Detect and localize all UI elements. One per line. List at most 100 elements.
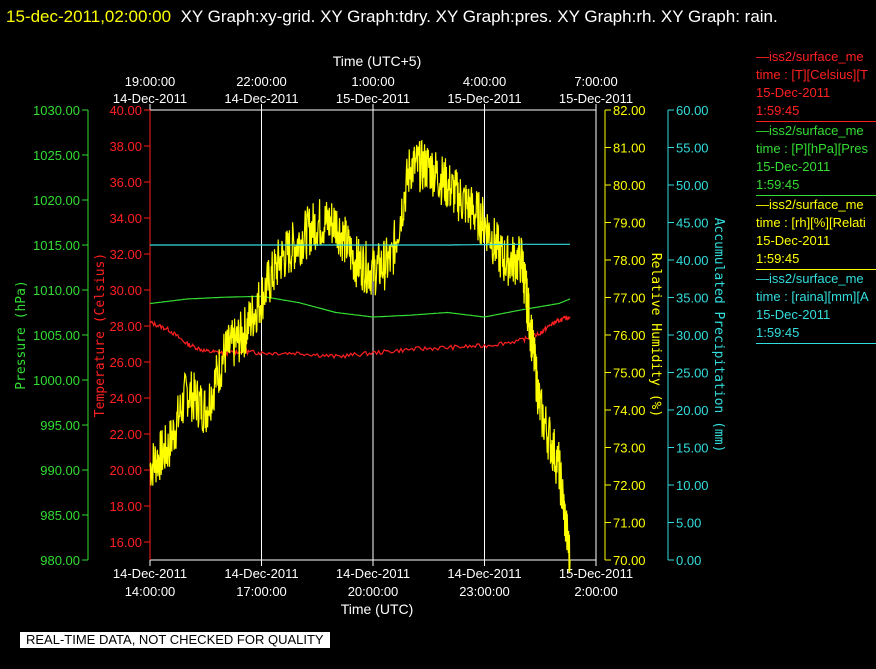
legend-line: time : [T][Celsius][T <box>756 67 868 82</box>
pressure-tick-label: 995.00 <box>40 418 80 433</box>
x-top-tick-label-date: 15-Dec-2011 <box>447 91 521 106</box>
rh-tick-label: 70.00 <box>613 553 646 568</box>
rain-tick-label: 25.00 <box>676 366 709 381</box>
rain-tick-label: 15.00 <box>676 441 709 456</box>
quality-notice: REAL-TIME DATA, NOT CHECKED FOR QUALITY <box>20 632 330 648</box>
x-tick-label-date: 14-Dec-2011 <box>447 566 521 581</box>
pressure-tick-label: 1020.00 <box>33 193 80 208</box>
x-top-tick-label-time: 1:00:00 <box>351 74 394 89</box>
rh-tick-label: 74.00 <box>613 403 646 418</box>
temperature-tick-label: 34.00 <box>109 211 142 226</box>
legend-line: —iss2/surface_me <box>756 49 864 64</box>
series-line-pressure <box>149 295 571 318</box>
temperature-tick-label: 26.00 <box>109 355 142 370</box>
series-line-temperature <box>149 315 571 360</box>
rain-tick-label: 60.00 <box>676 103 709 118</box>
legend-line: 15-Dec-2011 <box>756 85 831 100</box>
temperature-axis-label: Temperature (Celsius) <box>93 253 108 417</box>
x-top-tick-label-time: 4:00:00 <box>463 74 506 89</box>
legend-line: 15-Dec-2011 <box>756 159 831 174</box>
x-tick-label-date: 15-Dec-2011 <box>559 566 633 581</box>
pressure-tick-label: 1005.00 <box>33 328 80 343</box>
series-line-rh <box>149 139 571 573</box>
rain-tick-label: 50.00 <box>676 178 709 193</box>
x-top-tick-label-date: 15-Dec-2011 <box>336 91 410 106</box>
chart-legend: —iss2/surface_me time : [T][Celsius][T 15-… <box>756 48 876 344</box>
temperature-tick-label: 16.00 <box>109 535 142 550</box>
pressure-tick-label: 1000.00 <box>33 373 80 388</box>
header-datetime: 15-dec-2011,02:00:00 <box>6 7 172 26</box>
chart-header: 15-dec-2011,02:00:00 XY Graph:xy-grid. X… <box>6 2 866 31</box>
x-tick-label-date: 14-Dec-2011 <box>113 566 187 581</box>
temperature-tick-label: 24.00 <box>109 391 142 406</box>
pressure-tick-label: 1030.00 <box>33 103 80 118</box>
x-tick-label-date: 14-Dec-2011 <box>336 566 410 581</box>
x-tick-label-time: 14:00:00 <box>125 584 176 599</box>
rh-tick-label: 81.00 <box>613 141 646 156</box>
legend-line: 1:59:45 <box>756 103 800 118</box>
temperature-tick-label: 38.00 <box>109 139 142 154</box>
rh-tick-label: 76.00 <box>613 328 646 343</box>
pressure-tick-label: 985.00 <box>40 508 80 523</box>
rain-tick-label: 35.00 <box>676 291 709 306</box>
x-axis-label: Time (UTC) <box>341 601 414 617</box>
temperature-tick-label: 30.00 <box>109 283 142 298</box>
rh-tick-label: 75.00 <box>613 366 646 381</box>
pressure-tick-label: 1025.00 <box>33 148 80 163</box>
rain-axis-label: Accumulated Precipitation (mm) <box>711 218 726 453</box>
rain-tick-label: 5.00 <box>676 516 701 531</box>
legend-entry: —iss2/surface_me time : [raina][mm][A 15-D… <box>756 270 876 344</box>
pressure-tick-label: 980.00 <box>40 553 80 568</box>
x-tick-label-time: 2:00:00 <box>574 584 617 599</box>
temperature-tick-label: 40.00 <box>109 103 142 118</box>
x-top-tick-label-date: 14-Dec-2011 <box>224 91 298 106</box>
rh-axis-label: Relative Humidity (%) <box>648 253 663 417</box>
legend-line: —iss2/surface_me <box>756 197 864 212</box>
legend-line: 1:59:45 <box>756 177 800 192</box>
temperature-tick-label: 18.00 <box>109 499 142 514</box>
legend-line: 1:59:45 <box>756 251 800 266</box>
rh-tick-label: 73.00 <box>613 441 646 456</box>
temperature-tick-label: 28.00 <box>109 319 142 334</box>
rh-tick-label: 72.00 <box>613 478 646 493</box>
pressure-tick-label: 1015.00 <box>33 238 80 253</box>
legend-line: 15-Dec-2011 <box>756 307 831 322</box>
rain-tick-label: 10.00 <box>676 478 709 493</box>
x-top-axis-label: Time (UTC+5) <box>333 53 422 69</box>
legend-line: time : [raina][mm][A <box>756 289 869 304</box>
x-tick-label-time: 17:00:00 <box>236 584 287 599</box>
rh-tick-label: 79.00 <box>613 216 646 231</box>
rh-tick-label: 80.00 <box>613 178 646 193</box>
x-top-tick-label-time: 19:00:00 <box>125 74 176 89</box>
legend-line: —iss2/surface_me <box>756 123 864 138</box>
temperature-tick-label: 22.00 <box>109 427 142 442</box>
rh-tick-label: 78.00 <box>613 253 646 268</box>
pressure-tick-label: 990.00 <box>40 463 80 478</box>
x-tick-label-date: 14-Dec-2011 <box>224 566 298 581</box>
rain-tick-label: 20.00 <box>676 403 709 418</box>
x-top-tick-label-date: 14-Dec-2011 <box>113 91 187 106</box>
x-top-tick-label-time: 22:00:00 <box>236 74 287 89</box>
rain-tick-label: 30.00 <box>676 328 709 343</box>
x-top-tick-label-date: 15-Dec-2011 <box>559 91 633 106</box>
rain-tick-label: 0.00 <box>676 553 701 568</box>
legend-line: time : [rh][%][Relati <box>756 215 866 230</box>
x-tick-label-time: 20:00:00 <box>348 584 399 599</box>
legend-line: 1:59:45 <box>756 325 800 340</box>
rain-tick-label: 55.00 <box>676 141 709 156</box>
legend-entry: —iss2/surface_me time : [P][hPa][Pres 15-D… <box>756 122 876 196</box>
rain-tick-label: 40.00 <box>676 253 709 268</box>
x-tick-label-time: 23:00:00 <box>459 584 510 599</box>
temperature-tick-label: 32.00 <box>109 247 142 262</box>
series-line-rain <box>150 243 570 246</box>
pressure-tick-label: 1010.00 <box>33 283 80 298</box>
pressure-axis-label: Pressure (hPa) <box>14 280 29 390</box>
rh-tick-label: 82.00 <box>613 103 646 118</box>
rh-tick-label: 77.00 <box>613 291 646 306</box>
legend-line: 15-Dec-2011 <box>756 233 831 248</box>
rain-tick-label: 45.00 <box>676 216 709 231</box>
x-top-tick-label-time: 7:00:00 <box>574 74 617 89</box>
